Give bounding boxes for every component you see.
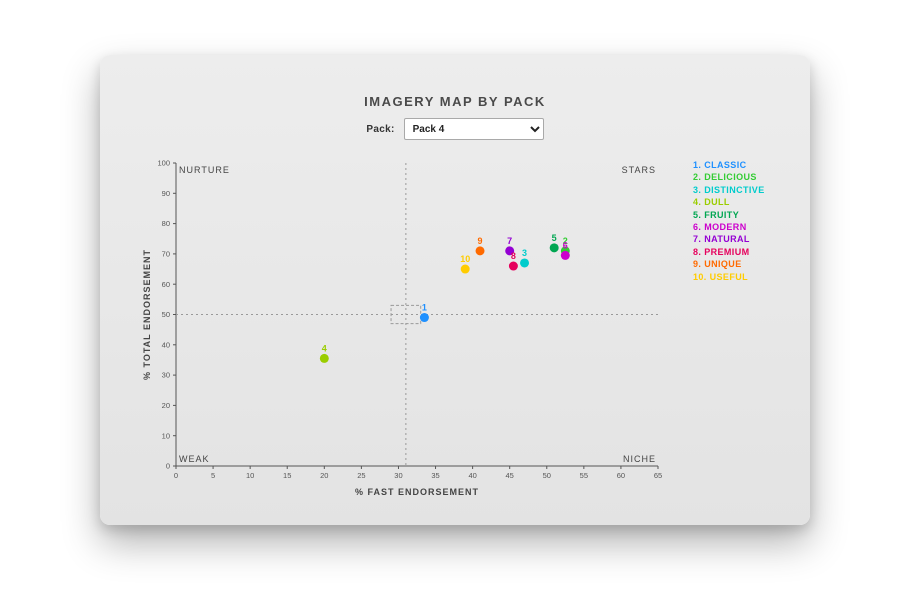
point-natural[interactable] [505, 246, 515, 256]
x-tick-label: 35 [431, 471, 439, 480]
point-label-premium: 8 [511, 251, 516, 261]
y-tick-label: 100 [157, 159, 170, 168]
point-label-unique: 9 [478, 236, 483, 246]
y-tick-label: 30 [162, 371, 170, 380]
x-tick-label: 50 [543, 471, 551, 480]
point-unique[interactable] [475, 246, 485, 256]
legend-item-premium: 8. PREMIUM [693, 246, 750, 257]
point-label-natural: 7 [507, 236, 512, 246]
point-premium[interactable] [508, 261, 518, 271]
scatter-chart: 0 5 10 15 20 25 30 35 40 45 50 55 60 65 0 10 20 30 40 50 60 7… [100, 55, 810, 525]
point-label-useful: 10 [460, 254, 470, 264]
pack-controls: Pack: Pack 4 [100, 117, 810, 141]
x-tick-label: 55 [580, 471, 588, 480]
selection-box[interactable] [390, 304, 422, 325]
y-tick-label: 10 [162, 431, 170, 440]
legend-item-natural: 7. NATURAL [693, 234, 750, 245]
chart-title: IMAGERY MAP BY PACK [364, 94, 546, 109]
y-tick-label: 80 [162, 219, 170, 228]
quadrant-label-weak: WEAK [179, 454, 210, 464]
y-tick-label: 20 [162, 401, 170, 410]
point-label-classic: 1 [422, 303, 427, 313]
pack-label: Pack: [366, 123, 395, 135]
y-tick-label: 70 [162, 250, 170, 259]
y-tick-label: 40 [162, 340, 170, 349]
legend-item-dull: 4. DULL [693, 197, 730, 208]
point-label-distinctive: 3 [522, 248, 527, 258]
point-label-delicious: 2 [563, 236, 568, 246]
legend-item-modern: 6. MODERN [693, 222, 747, 233]
x-tick-label: 5 [211, 471, 215, 480]
legend-item-delicious: 2. DELICIOUS [693, 172, 757, 183]
chart-legend: 1. CLASSIC 2. DELICIOUS 3. DISTINCTIVE 4. D… [693, 159, 765, 283]
legend-item-useful: 10. USEFUL [693, 271, 749, 282]
x-tick-label: 30 [394, 471, 402, 480]
x-tick-label: 10 [246, 471, 254, 480]
legend-item-classic: 1. CLASSIC [693, 160, 747, 170]
x-tick-label: 60 [617, 471, 625, 480]
point-distinctive[interactable] [520, 258, 530, 268]
y-axis-title: % TOTAL ENDORSEMENT [142, 249, 152, 380]
point-fruity[interactable] [549, 243, 559, 253]
quadrant-label-stars: STARS [622, 165, 656, 175]
y-tick-label: 60 [162, 280, 170, 289]
legend-item-fruity: 5. FRUITY [693, 209, 740, 220]
x-tick-label: 0 [174, 471, 178, 480]
chart-svg: 0 5 10 15 20 25 30 35 40 45 50 55 60 6501020304050607… [142, 159, 662, 497]
point-dull[interactable] [319, 353, 329, 363]
y-tick-label: 90 [162, 189, 170, 198]
x-tick-label: 45 [506, 471, 514, 480]
point-label-dull: 4 [322, 343, 327, 353]
x-axis-title: % FAST ENDORSEMENT [355, 487, 479, 497]
x-tick-label: 20 [320, 471, 328, 480]
y-tick-label: 0 [166, 462, 170, 471]
point-useful[interactable] [460, 264, 470, 274]
x-tick-label: 40 [468, 471, 476, 480]
imagery-map-panel: IMAGERY MAP BY PACK Pack: Pack 4 0 5 10 15 2… [100, 55, 810, 525]
point-modern[interactable] [560, 250, 570, 260]
x-tick-label: 15 [283, 471, 291, 480]
point-classic[interactable] [419, 313, 429, 323]
legend-item-distinctive: 3. DISTINCTIVE [693, 184, 765, 195]
x-tick-label: 65 [654, 471, 662, 480]
x-tick-label: 25 [357, 471, 365, 480]
point-label-fruity: 5 [552, 233, 557, 243]
point-label-modern: 6 [563, 240, 568, 250]
y-tick-label: 50 [162, 310, 170, 319]
quadrant-label-nurture: NURTURE [179, 165, 230, 175]
legend-item-unique: 9. UNIQUE [693, 259, 742, 270]
quadrant-label-niche: NICHE [623, 454, 656, 464]
pack-select[interactable]: Pack 4 [403, 118, 544, 140]
